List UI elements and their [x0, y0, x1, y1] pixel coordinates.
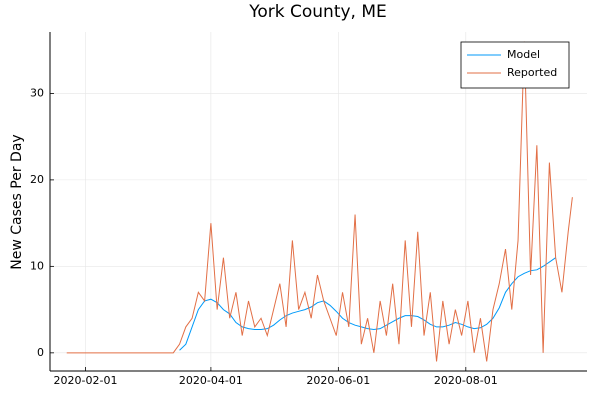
y-tick-label: 20: [30, 173, 44, 186]
legend-label: Reported: [507, 66, 557, 79]
x-tick-label: 2020-08-01: [434, 374, 498, 387]
line: [179, 257, 556, 351]
legend-box: [460, 41, 570, 89]
y-tick-label: 10: [30, 259, 44, 272]
x-tick-label: 2020-02-01: [54, 374, 118, 387]
y-tick-label: 30: [30, 86, 44, 99]
chart-title: York County, ME: [248, 2, 387, 22]
y-tick-label: 0: [37, 346, 44, 359]
x-tick-label: 2020-04-01: [179, 374, 243, 387]
y-axis-label: New Cases Per Day: [9, 134, 25, 269]
legend-label: Model: [507, 48, 540, 61]
x-tick-label: 2020-06-01: [306, 374, 370, 387]
line: [66, 41, 573, 362]
